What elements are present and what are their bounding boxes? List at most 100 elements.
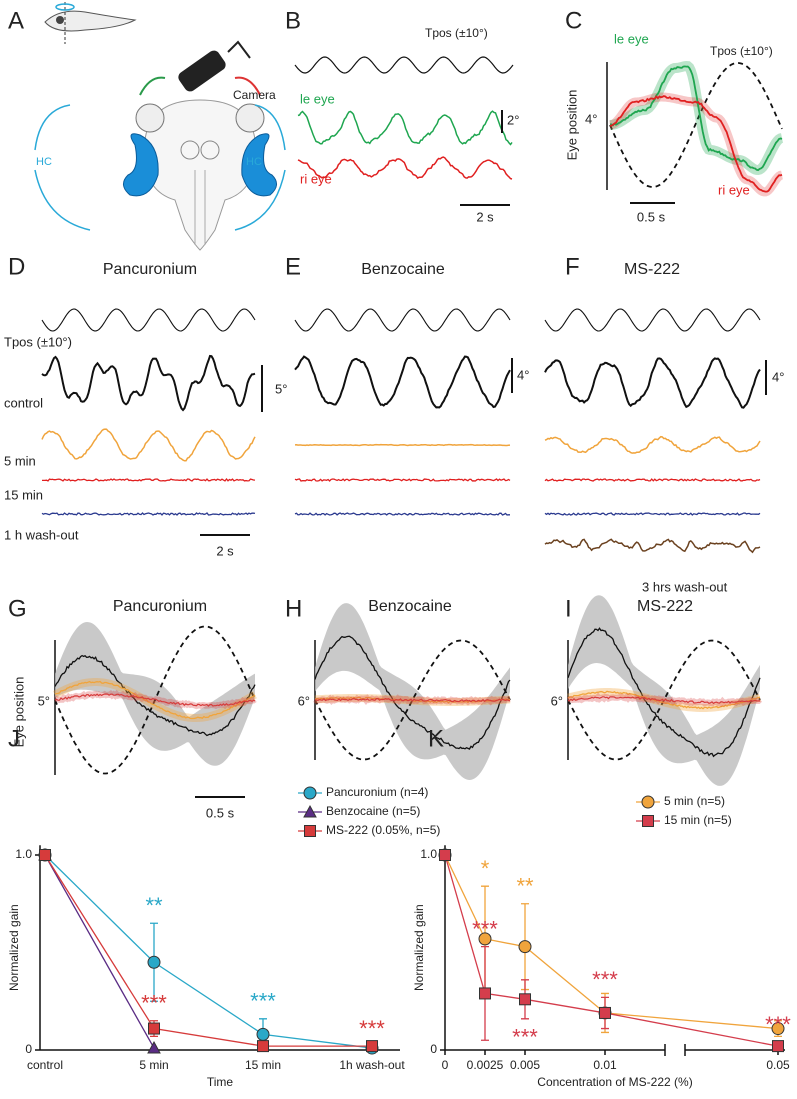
x-tick-label: 0.0025 (467, 1058, 504, 1072)
tadpole-illustration (34, 2, 286, 251)
series-line (444, 854, 779, 1047)
x-tick-label: 0.05 (766, 1058, 790, 1072)
trace (567, 627, 761, 758)
trace (544, 538, 761, 554)
data-point (39, 849, 51, 861)
trace (567, 696, 761, 705)
trace (294, 56, 514, 74)
x-tick-label: 15 min (245, 1058, 281, 1072)
data-point (147, 1041, 161, 1054)
data-point (257, 1040, 269, 1053)
y-axis-label: Normalized gain (7, 904, 21, 991)
data-point (518, 940, 532, 954)
sem-band (55, 622, 255, 766)
panel-letter: E (285, 253, 301, 280)
legend-marker (303, 804, 317, 818)
scale-label: 0.5 s (206, 805, 235, 820)
sem-band (568, 595, 760, 786)
row-label: control (4, 395, 43, 410)
panel-title: MS-222 (637, 598, 693, 615)
panel-letter: F (565, 253, 580, 280)
hc-label: HC (36, 156, 52, 168)
panel-title: Benzocaine (368, 598, 452, 615)
data-point (479, 987, 491, 1000)
significance: ** (516, 874, 534, 899)
significance: * (481, 856, 490, 881)
trace (41, 354, 256, 412)
y-tick-label: 1.0 (420, 847, 437, 861)
data-point (256, 1027, 270, 1041)
row-label: 1 h wash-out (4, 527, 79, 542)
le-eye-label: le eye (614, 31, 649, 46)
trace (544, 512, 761, 516)
panel-title: Pancuronium (113, 598, 207, 615)
panel-letter: K (428, 725, 444, 752)
trace (294, 308, 511, 332)
trace (544, 435, 761, 454)
scale-label: 5° (275, 381, 287, 396)
significance: *** (472, 916, 498, 941)
data-point (148, 1022, 160, 1035)
panel-letter: G (8, 595, 27, 622)
ri-eye-label: ri eye (718, 182, 750, 197)
trace (42, 477, 256, 482)
legend-label: 15 min (n=5) (664, 813, 732, 827)
legend-label: Pancuronium (n=4) (326, 785, 428, 799)
trace (609, 62, 783, 188)
series-line (44, 854, 373, 1049)
panel-letter: H (285, 595, 302, 622)
trace (610, 65, 783, 172)
trace (544, 357, 761, 409)
panel-letter: I (565, 595, 572, 622)
camera-label: Camera (233, 88, 276, 102)
panel-letter: J (8, 725, 20, 752)
panel-letter: A (8, 7, 24, 34)
data-point (147, 955, 161, 969)
ri-eye-label: ri eye (300, 171, 332, 186)
trace (297, 110, 513, 146)
trace (314, 635, 511, 750)
trace (544, 478, 761, 482)
x-tick-label: 5 min (139, 1058, 168, 1072)
significance: *** (141, 991, 167, 1016)
x-axis-label: Concentration of MS-222 (%) (537, 1075, 692, 1089)
legend-marker (641, 795, 655, 809)
y-tick-label: 0 (25, 1042, 32, 1056)
trace (567, 639, 761, 761)
data-point (599, 1006, 611, 1019)
figure-texts: A HC HC Camera B Tpos (±10°) le eye ri e… (4, 7, 784, 820)
data-point (439, 849, 451, 861)
x-axis-label: Time (207, 1075, 234, 1089)
panel-title: Pancuronium (103, 261, 197, 278)
trace (41, 308, 256, 332)
data-point (772, 1040, 784, 1053)
series-line (44, 854, 155, 1049)
hc-label: HC (246, 156, 262, 168)
legend-marker (303, 786, 317, 800)
tpos-label: Tpos (±10°) (425, 26, 488, 40)
y-axis-label: Normalized gain (412, 904, 426, 991)
y-tick-label: 1.0 (15, 847, 32, 861)
trace (294, 478, 511, 482)
y-tick-label: 0 (430, 1042, 437, 1056)
row-label: 15 min (4, 487, 43, 502)
scale-label: 2° (507, 112, 519, 127)
data-point (478, 932, 492, 946)
y-axis-label: Eye position (11, 677, 26, 748)
trace (609, 95, 783, 193)
le-eye-label: le eye (300, 91, 335, 106)
scale-label: 4° (772, 369, 784, 384)
series-line (44, 854, 372, 1047)
x-tick-label: control (27, 1058, 63, 1072)
legend-marker (304, 825, 316, 837)
trace (314, 697, 511, 703)
trace (567, 690, 761, 710)
scale-label: 4° (517, 367, 529, 382)
tpos-label: Tpos (±10°) (710, 44, 773, 58)
scale-label: 6° (298, 693, 310, 708)
trace (294, 512, 510, 516)
trace (54, 625, 256, 775)
panel-letter: D (8, 253, 25, 280)
trace (294, 443, 511, 447)
